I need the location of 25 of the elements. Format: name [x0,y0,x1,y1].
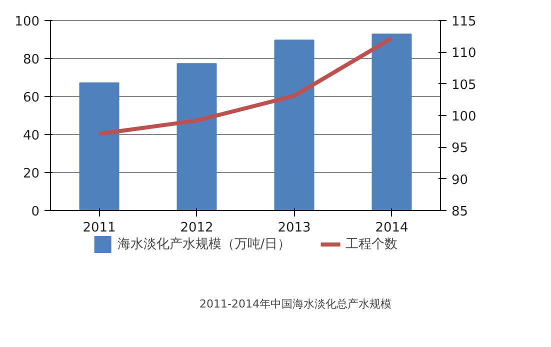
y2-tick-label: 100 [452,110,476,124]
x-tick-label: 2012 [180,220,214,236]
text: 2011-2014年中国海水淡化总产水规模 [200,298,392,310]
y2-tick-label: 115 [452,14,476,30]
y2-tick-label: 110 [452,46,476,62]
line-series [97,36,394,136]
bar [372,34,412,210]
y2-tick-label: 105 [452,78,476,93]
y2-tick-label: 85 [452,204,468,220]
x-tick-label: 2011 [82,220,116,236]
y-tick-label: 40 [22,128,40,144]
x-tick-label: 2013 [278,220,311,236]
y-tick-label: 0 [31,204,40,220]
bar [274,40,314,210]
y-tick-label: 100 [14,14,40,30]
legend-label: 海水淡化产水规模（万吨/日） [117,236,291,253]
y-tick-label: 80 [22,52,40,68]
y-tick-label: 20 [22,166,40,182]
y-tick-label: 60 [22,90,40,106]
y2-tick-label: 95 [452,141,468,156]
bar [79,82,120,210]
y2-tick-label: 90 [452,172,468,188]
legend-label: 工程个数 [346,236,398,253]
x-tick-label: 2014 [375,220,408,236]
bar [176,63,217,210]
